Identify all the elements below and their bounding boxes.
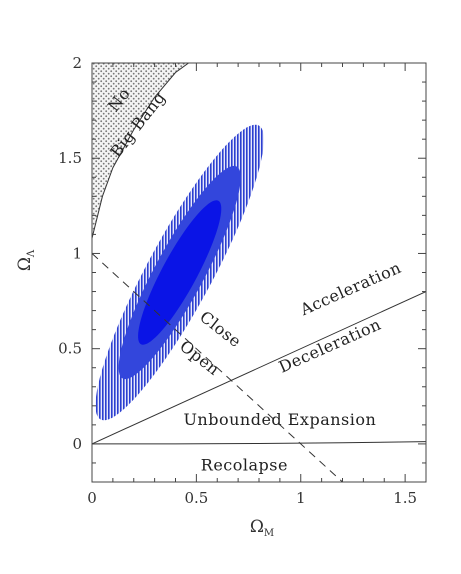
acceleration-boundary-line xyxy=(92,291,426,445)
no-big-bang-region xyxy=(92,63,189,239)
y-tick-label: 1.5 xyxy=(58,149,82,167)
y-tick-label: 0.5 xyxy=(58,340,82,358)
annotation-open: Open xyxy=(176,336,223,379)
no-big-bang-boundary-line xyxy=(92,63,190,239)
y-axis-title: ΩΛ xyxy=(15,249,37,271)
annotation-close: Close xyxy=(196,307,245,351)
x-tick-label: 1 xyxy=(296,489,306,507)
annotation-acceleration: Acceleration xyxy=(296,258,403,320)
recollapse-boundary-line xyxy=(92,441,426,445)
flat-universe-line xyxy=(92,253,343,482)
x-tick-label: 0.5 xyxy=(184,489,208,507)
annotation-unbounded-expansion: Unbounded Expansion xyxy=(183,410,376,429)
y-tick-label: 2 xyxy=(72,54,82,72)
y-tick-label: 0 xyxy=(72,435,82,453)
confidence-region-1-sigma xyxy=(138,200,222,345)
annotation-deceleration: Deceleration xyxy=(276,315,384,377)
annotation-recolapse: Recolapse xyxy=(201,456,288,475)
y-tick-label: 1 xyxy=(72,244,82,262)
x-tick-label: 0 xyxy=(87,489,97,507)
x-axis-title: ΩM xyxy=(250,517,274,539)
axes: 0 0.5 1 1.5 0 0.5 1 1.5 2 xyxy=(58,54,427,507)
x-tick-label: 1.5 xyxy=(393,489,417,507)
labels: ΩM ΩΛ xyxy=(15,249,274,539)
